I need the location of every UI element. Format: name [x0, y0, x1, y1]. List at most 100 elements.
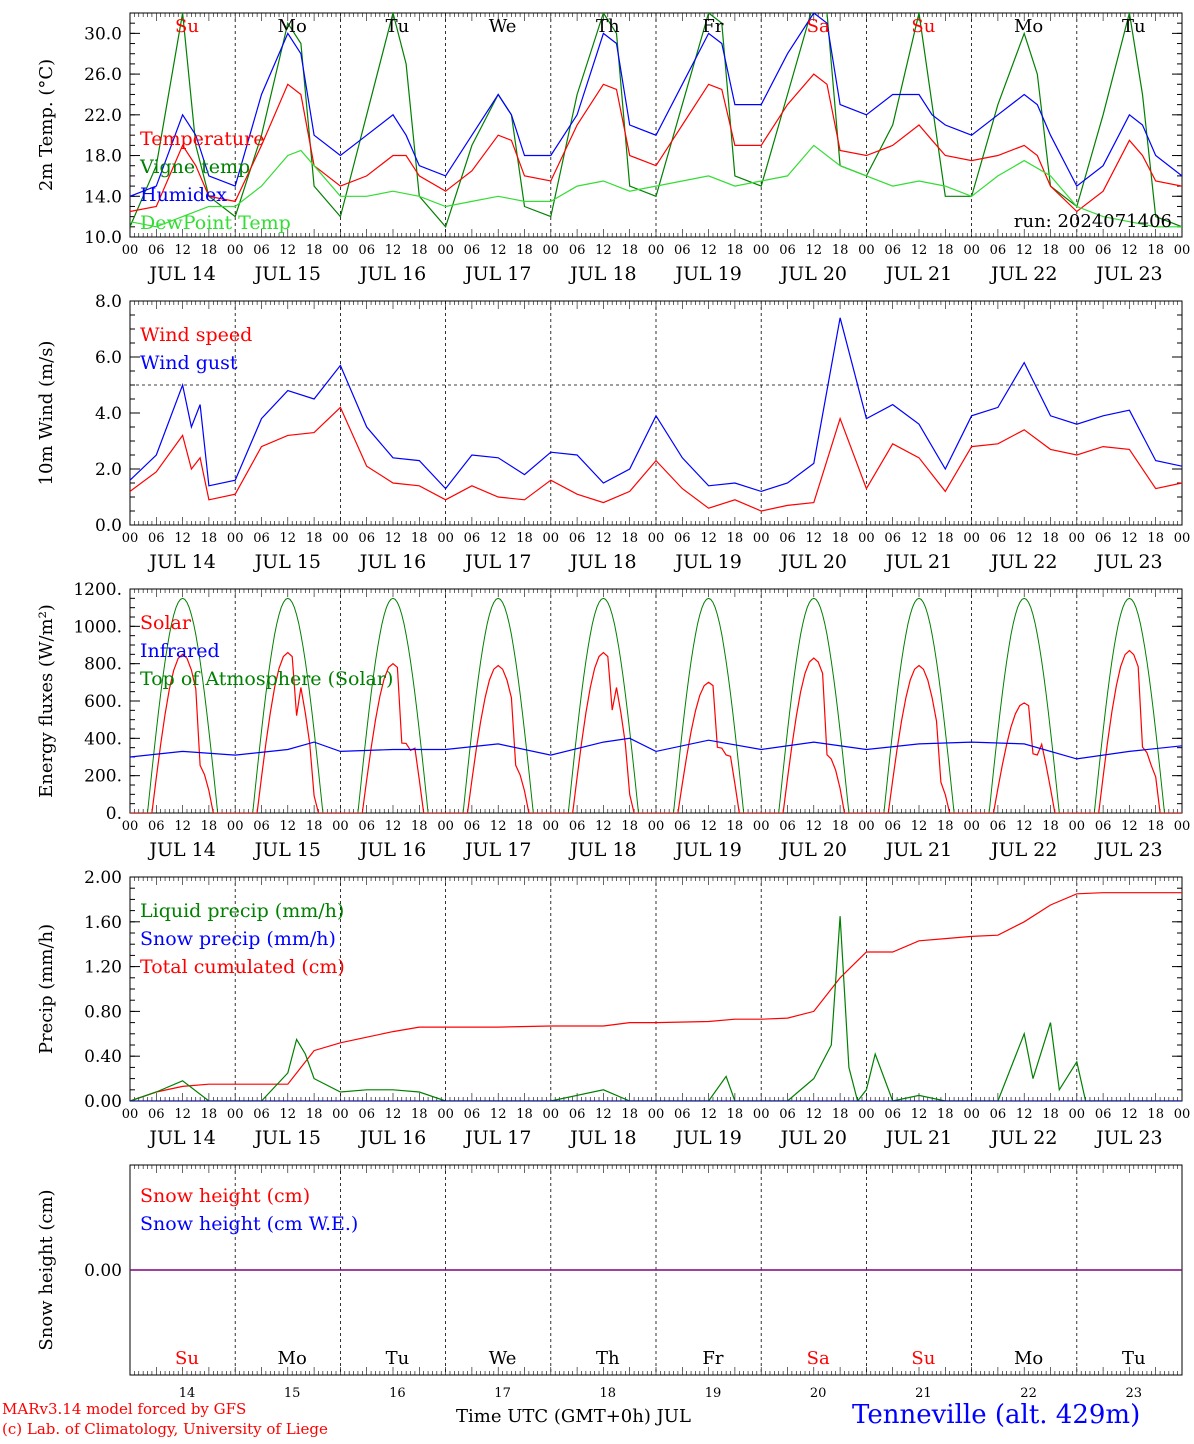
x-hour-label: 18 [1042, 1107, 1059, 1122]
x-hour-label: 18 [306, 1107, 323, 1122]
x-hour-label: 06 [1095, 243, 1112, 258]
temperature-panel: 10.0 14.0 18.0 22.0 26.0 30.0 2m Temp. (°C) 00 0… [36, 12, 1190, 285]
x-date-label: JUL 18 [568, 551, 636, 573]
x-date-label: JUL 23 [1094, 839, 1162, 861]
x-hour-label: 12 [280, 243, 297, 258]
x-hour-label: 00 [858, 819, 875, 834]
day-number-label: 21 [915, 1386, 932, 1401]
x-hour-label: 00 [543, 819, 560, 834]
wind-panel: 0.0 2.0 4.0 6.0 8.0 10m Wind (m/s) 00 06 12 18 JUL… [36, 292, 1190, 573]
x-hour-label: 18 [1042, 531, 1059, 546]
vigne-temp-line [130, 13, 1182, 229]
weekday-label: Su [175, 16, 199, 37]
x-hour-label: 06 [569, 1107, 586, 1122]
legend-item: Top of Atmosphere (Solar) [140, 668, 393, 690]
x-hour-label: 00 [753, 819, 770, 834]
x-date-label: JUL 14 [147, 551, 215, 573]
day-number-label: 14 [179, 1386, 196, 1401]
x-hour-label: 06 [884, 531, 901, 546]
x-hour-label: 00 [963, 531, 980, 546]
x-hour-label: 12 [490, 819, 507, 834]
x-hour-label: 12 [1016, 1107, 1033, 1122]
x-hour-label: 00 [753, 1107, 770, 1122]
x-hour-label: 06 [674, 531, 691, 546]
x-hour-label: 12 [385, 819, 402, 834]
weekday-label: Sa [807, 1348, 830, 1369]
x-date-label: JUL 17 [463, 263, 531, 285]
x-hour-label: 12 [385, 531, 402, 546]
x-hour-label: 12 [700, 531, 717, 546]
x-hour-label: 12 [1121, 819, 1138, 834]
x-hour-label: 12 [1016, 819, 1033, 834]
wind-gust-line [130, 317, 1182, 493]
x-hour-label: 00 [753, 243, 770, 258]
x-hour-label: 18 [727, 243, 744, 258]
x-hour-label: 06 [990, 1107, 1007, 1122]
x-hour-label: 06 [464, 1107, 481, 1122]
weekday-label: Tu [386, 1348, 410, 1369]
x-hour-label: 12 [595, 243, 612, 258]
legend-item: Wind speed [140, 324, 252, 346]
weekday-label: Mo [278, 1348, 307, 1369]
x-hour-label: 00 [543, 531, 560, 546]
day-number-label: 17 [494, 1386, 511, 1401]
x-hour-label: 00 [227, 243, 244, 258]
x-date-label: JUL 16 [358, 1127, 426, 1149]
x-hour-label: 00 [963, 243, 980, 258]
x-date-label: JUL 23 [1094, 263, 1162, 285]
x-hour-label: 06 [358, 819, 375, 834]
y-tick-label: 0. [106, 804, 122, 824]
x-hour-label: 00 [122, 1107, 139, 1122]
x-date-label: JUL 15 [253, 551, 321, 573]
x-hour-label: 00 [437, 1107, 454, 1122]
x-hour-label: 06 [674, 819, 691, 834]
x-date-label: JUL 20 [779, 1127, 847, 1149]
y-tick-label: 200. [84, 767, 122, 787]
x-hour-label: 12 [1016, 243, 1033, 258]
x-hour-label: 18 [832, 243, 849, 258]
x-hour-label: 18 [1147, 531, 1164, 546]
x-hour-label: 18 [832, 1107, 849, 1122]
x-hour-label: 12 [1016, 531, 1033, 546]
x-hour-label: 00 [332, 243, 349, 258]
x-hour-label: 00 [648, 243, 665, 258]
day-number-label: 15 [284, 1386, 301, 1401]
wind-speed-line [130, 406, 1182, 512]
x-date-label: JUL 22 [989, 551, 1057, 573]
x-hour-label: 18 [937, 1107, 954, 1122]
x-date-label: JUL 23 [1094, 551, 1162, 573]
x-hour-label: 00 [122, 819, 139, 834]
x-hour-label: 18 [516, 819, 533, 834]
y-tick-label: 800. [84, 655, 122, 675]
time-axis-title: Time UTC (GMT+0h) JUL [456, 1406, 691, 1427]
x-hour-label: 00 [648, 819, 665, 834]
day-number-label: 19 [705, 1386, 722, 1401]
day-number-label: 18 [600, 1386, 617, 1401]
weekday-label: Mo [1014, 16, 1043, 37]
energy-y-axis-label: Energy fluxes (W/m²) [36, 604, 57, 798]
y-tick-label: 400. [84, 729, 122, 749]
x-hour-label: 18 [1042, 243, 1059, 258]
temperature-frame [129, 12, 1183, 238]
legend-item: Liquid precip (mm/h) [140, 900, 344, 922]
x-hour-label: 06 [990, 819, 1007, 834]
x-hour-label: 00 [122, 531, 139, 546]
x-date-label: JUL 20 [779, 263, 847, 285]
y-tick-label: 2.0 [95, 460, 122, 480]
x-hour-label: 06 [884, 819, 901, 834]
x-hour-label: 06 [884, 243, 901, 258]
legend-item: Total cumulated (cm) [140, 956, 345, 978]
x-hour-label: 00 [437, 819, 454, 834]
x-hour-label: 06 [148, 243, 165, 258]
x-date-label: JUL 16 [358, 263, 426, 285]
x-hour-label: 18 [306, 819, 323, 834]
precip-panel: 0.00 0.40 0.80 1.20 1.60 2.00 Precip (mm/h) 00 0… [36, 868, 1190, 1149]
x-date-label: JUL 14 [147, 263, 215, 285]
x-date-label: JUL 21 [884, 839, 952, 861]
y-tick-label: 30.0 [84, 24, 122, 44]
x-date-label: JUL 23 [1094, 1127, 1162, 1149]
x-hour-label: 18 [832, 819, 849, 834]
x-hour-label: 00 [437, 243, 454, 258]
x-hour-label: 06 [464, 819, 481, 834]
snow-panel: 0.00 Snow height (cm) Snow height (cm) Snow… [36, 1164, 1183, 1401]
